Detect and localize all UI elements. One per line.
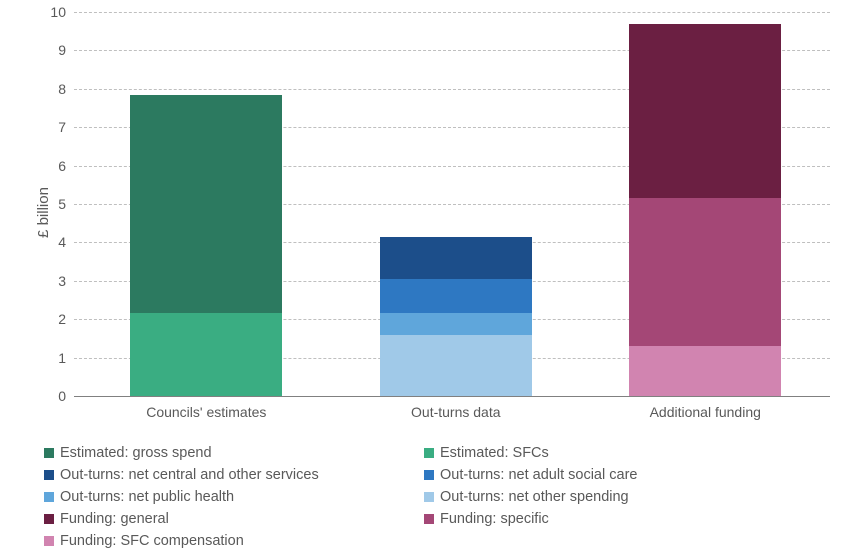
bar-group [629,24,781,396]
legend-item-out_asc: Out-turns: net adult social care [424,464,804,486]
bar-segment-fund_specific [629,198,781,346]
y-tick-label: 10 [50,4,74,20]
bar-segment-out_asc [380,279,532,314]
legend-label: Out-turns: net public health [60,489,234,505]
legend-swatch [44,514,54,524]
y-tick-label: 9 [58,42,74,58]
legend-swatch [44,470,54,480]
legend-label: Estimated: SFCs [440,445,549,461]
bar-segment-est_gross [130,95,282,314]
y-tick-label: 5 [58,196,74,212]
y-tick-label: 4 [58,234,74,250]
y-tick-label: 8 [58,81,74,97]
bar-segment-fund_general [629,24,781,199]
legend-swatch [424,470,434,480]
legend-item-out_central: Out-turns: net central and other service… [44,464,424,486]
legend-swatch [424,448,434,458]
legend-item-out_other: Out-turns: net other spending [424,486,804,508]
bar-segment-fund_sfc_comp [629,346,781,396]
gridline [74,12,830,13]
y-tick-label: 1 [58,350,74,366]
bar-segment-est_sfcs [130,313,282,396]
bar-group [380,237,532,396]
legend-item-out_pubhealth: Out-turns: net public health [44,486,424,508]
legend: Estimated: gross spend Estimated: SFCs Out… [44,442,834,552]
legend-item-est_gross: Estimated: gross spend [44,442,424,464]
y-tick-label: 6 [58,158,74,174]
plot-area: 012345678910Councils' estimatesOut-turns… [74,12,830,396]
legend-label: Out-turns: net central and other service… [60,467,319,483]
bar-segment-out_central [380,237,532,279]
y-tick-label: 0 [58,388,74,404]
x-tick-label: Additional funding [650,396,761,420]
legend-swatch [424,514,434,524]
y-tick-label: 7 [58,119,74,135]
legend-label: Funding: specific [440,511,549,527]
legend-item-fund_sfc_comp: Funding: SFC compensation [44,530,424,552]
stacked-bar-chart: £ billion 012345678910Councils' estimate… [0,0,848,554]
legend-swatch [44,448,54,458]
legend-label: Out-turns: net adult social care [440,467,637,483]
bar-segment-out_pubhealth [380,313,532,334]
y-tick-label: 2 [58,311,74,327]
legend-item-fund_general: Funding: general [44,508,424,530]
y-axis-label: £ billion [35,187,52,238]
legend-label: Funding: SFC compensation [60,533,244,549]
legend-label: Funding: general [60,511,169,527]
bar-group [130,95,282,396]
legend-label: Estimated: gross spend [60,445,212,461]
legend-item-fund_specific: Funding: specific [424,508,804,530]
legend-swatch [44,536,54,546]
legend-label: Out-turns: net other spending [440,489,629,505]
y-tick-label: 3 [58,273,74,289]
legend-item-est_sfcs: Estimated: SFCs [424,442,804,464]
legend-swatch [44,492,54,502]
legend-swatch [424,492,434,502]
bar-segment-out_other [380,335,532,396]
x-tick-label: Out-turns data [411,396,501,420]
x-tick-label: Councils' estimates [146,396,266,420]
